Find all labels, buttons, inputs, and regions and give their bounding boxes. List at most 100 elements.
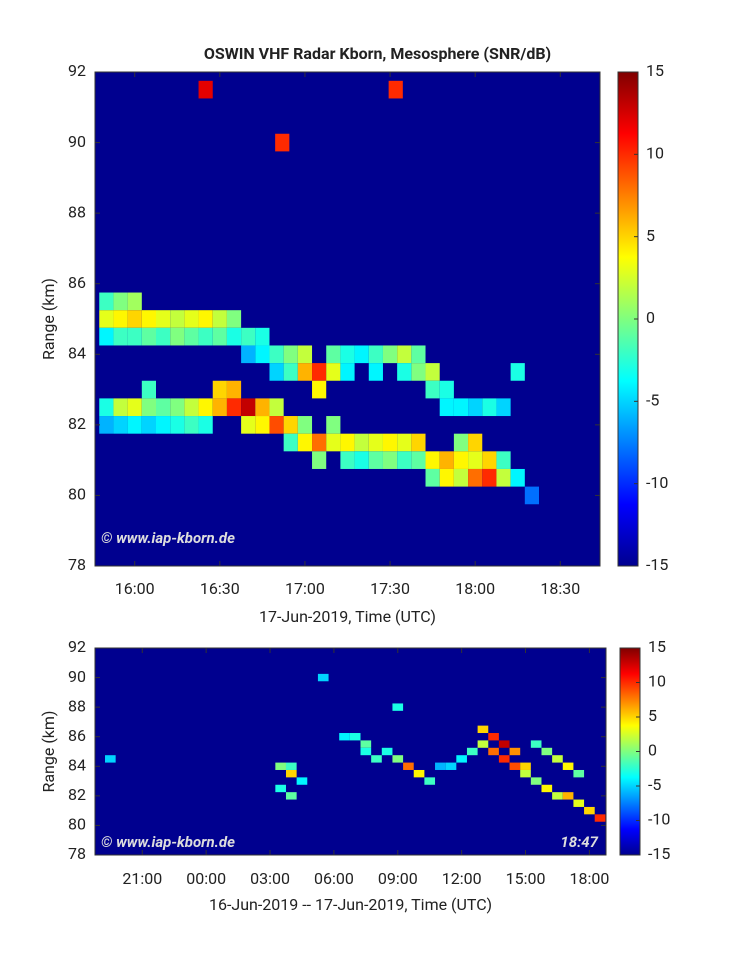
heat-cell (425, 363, 440, 381)
heat-cell (510, 363, 525, 381)
heat-cell (468, 468, 483, 487)
heat-cell (482, 398, 497, 417)
heat-cell (296, 777, 308, 785)
x-tick-label: 18:00 (569, 869, 609, 888)
heat-cell (573, 769, 585, 778)
x-tick-label: 16:30 (200, 579, 240, 598)
heat-cell (382, 451, 398, 469)
heat-cell (275, 784, 286, 793)
heat-cell (482, 468, 497, 487)
heat-cell (141, 398, 156, 417)
x-tick-label: 09:00 (378, 869, 418, 888)
heat-cell (269, 416, 284, 434)
heat-cell (141, 380, 156, 399)
heat-cell (99, 292, 114, 311)
heat-cell (275, 133, 290, 152)
heat-cell (496, 451, 511, 469)
heat-cell (212, 327, 227, 346)
heat-cell (496, 398, 511, 417)
colorbar-tick-label: 10 (648, 672, 666, 691)
heat-cell (354, 345, 369, 364)
heat-cell (573, 799, 585, 807)
y-axis-label: Range (km) (39, 710, 58, 792)
heat-cell (312, 380, 327, 399)
heat-cell (226, 327, 242, 346)
x-axis-label: 16-Jun-2019 -- 17-Jun-2019, Time (UTC) (209, 895, 492, 914)
heat-cell (468, 433, 483, 452)
heat-cell (141, 310, 156, 328)
heat-cell (155, 327, 171, 346)
colorbar-tick-label: 0 (648, 741, 657, 760)
heat-cell (113, 310, 128, 328)
heat-cell (445, 762, 457, 770)
heat-cell (496, 468, 511, 487)
y-tick-label: 90 (68, 132, 86, 151)
heat-cell (212, 398, 227, 417)
heat-cell (552, 792, 563, 800)
colorbar-tick-label: 15 (648, 637, 666, 656)
heat-cell (297, 345, 313, 364)
heat-cell (317, 673, 329, 682)
heat-cell (382, 433, 398, 452)
heat-cell (127, 327, 142, 346)
heat-cell (141, 416, 156, 434)
heat-cell (241, 416, 256, 434)
heat-cell (285, 792, 297, 800)
heat-cell (155, 398, 171, 417)
heat-cell (468, 451, 483, 469)
heat-cell (520, 762, 531, 770)
heat-cell (411, 345, 426, 364)
heat-cell (241, 398, 256, 417)
heat-cell (198, 310, 213, 328)
heat-cell (255, 398, 270, 417)
y-tick-label: 82 (68, 785, 86, 804)
heat-cell (127, 292, 142, 311)
plot-frame (94, 71, 601, 567)
colorbar-tick-label: -5 (646, 391, 659, 410)
heat-cell (411, 363, 426, 381)
colorbar-tick-label: 10 (646, 144, 664, 163)
x-tick-label: 15:00 (506, 869, 546, 888)
chart-title: OSWIN VHF Radar Kborn, Mesosphere (SNR/d… (204, 44, 551, 63)
heat-cell (127, 416, 142, 434)
heat-cell (269, 363, 284, 381)
heat-cell (424, 777, 436, 785)
heat-cell (488, 747, 499, 756)
heat-cell (403, 762, 414, 770)
heat-cell (382, 345, 398, 364)
x-tick-label: 21:00 (122, 869, 162, 888)
heat-cell (381, 747, 393, 756)
heat-cell (594, 814, 606, 822)
heat-cell (411, 451, 426, 469)
x-tick-label: 17:00 (285, 579, 325, 598)
heat-cell (453, 451, 469, 469)
heat-cell (297, 416, 313, 434)
heat-cell (509, 762, 521, 770)
colorbar-tick-label: -15 (648, 844, 670, 863)
heat-cell (283, 416, 298, 434)
heat-cell (285, 769, 297, 778)
heat-cell (326, 433, 341, 452)
x-axis-label: 17-Jun-2019, Time (UTC) (259, 607, 436, 626)
y-tick-label: 80 (68, 815, 86, 834)
heat-cell (340, 345, 355, 364)
heat-cell (530, 777, 542, 785)
heat-cell (241, 345, 256, 364)
heat-cell (312, 433, 327, 452)
x-tick-label: 16:00 (115, 579, 155, 598)
heat-cell (349, 733, 361, 741)
heat-cell (340, 433, 355, 452)
colorbar-tick-label: -15 (646, 555, 668, 574)
heat-cell (456, 755, 467, 763)
x-tick-label: 03:00 (250, 869, 290, 888)
heat-cell (498, 740, 510, 748)
heat-cell (530, 740, 542, 748)
heat-cell (184, 398, 199, 417)
heat-cell (368, 433, 383, 452)
colorbar-tick-label: 5 (648, 706, 657, 725)
heat-cell (226, 380, 242, 399)
heat-cell (340, 363, 355, 381)
heat-cell (371, 755, 382, 763)
heat-cell (198, 416, 213, 434)
